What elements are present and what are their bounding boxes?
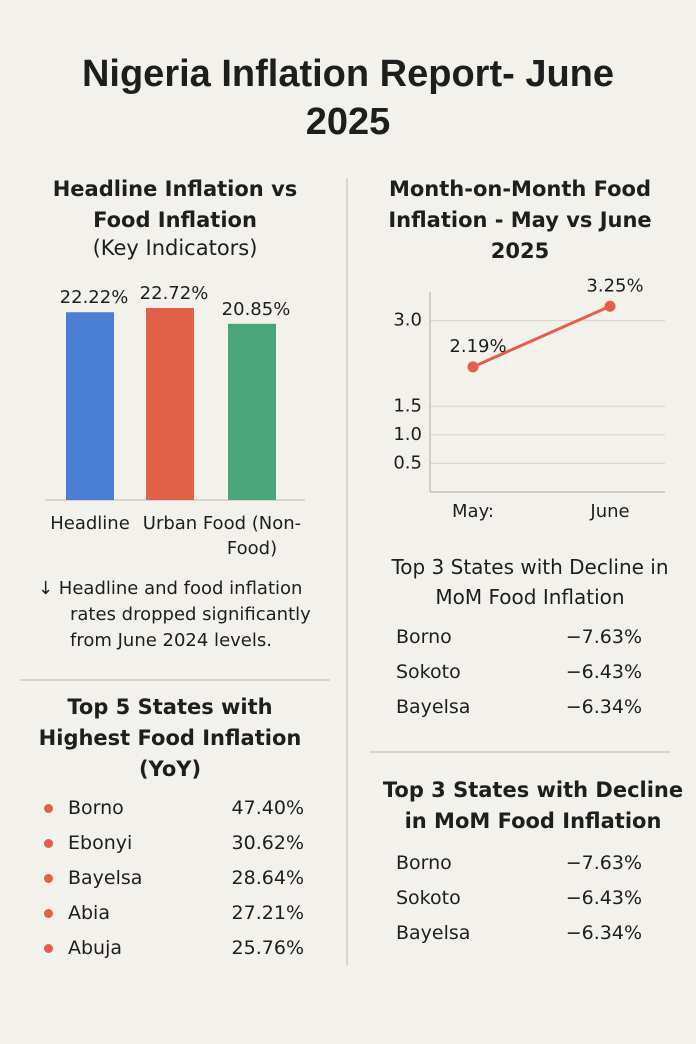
state-name: Bayelsa [396,696,471,718]
note: ↓ Headline and food inflation rates drop… [38,578,311,651]
chart-subtitle: (Key Indicators) [92,236,258,260]
state-name: Bayelsa [68,867,143,889]
state-value: 30.62% [231,832,304,854]
state-name: Abia [68,902,110,924]
bullet [44,874,53,883]
bar [66,312,114,500]
state-value: −7.63% [565,626,642,648]
state-name: Sokoto [396,661,461,683]
chart-title: Headline Inflation vs Food Inflation [52,177,298,232]
state-name: Borno [396,852,452,874]
state-value: −7.63% [565,852,642,874]
bar [228,323,276,500]
list-title: Top 3 States with Decline in MoM Food In… [382,778,684,833]
state-value: 47.40% [231,797,304,819]
bullet [44,944,53,953]
y-tick-label: 1.0 [393,424,422,445]
bar [146,308,194,500]
y-tick-label: 1.5 [393,395,422,416]
state-value: −6.34% [565,922,642,944]
x-tick-label: Headline [50,513,130,534]
state-value: 25.76% [231,937,304,959]
state-value: 28.64% [231,867,304,889]
state-name: Borno [68,797,124,819]
y-tick-label: 3.0 [393,310,422,331]
state-name: Sokoto [396,887,461,909]
value-label: 22.22% [60,287,129,308]
list-title: Top 3 States with Decline in MoM Food In… [391,555,669,609]
x-tick-label: June [589,501,629,522]
state-name: Abuja [68,937,123,959]
x-tick-label: Food (Non-Food) [202,513,302,559]
bullet [44,839,53,848]
chart-title: Month-on-Month Food Inflation - May vs J… [388,177,652,263]
value-label: 2.19% [449,336,506,357]
value-label: 20.85% [222,299,291,320]
page-title: Nigeria Inflation Report- June 2025 [81,53,615,143]
state-name: Bayelsa [396,922,471,944]
bullet [44,804,53,813]
point [467,361,479,373]
x-tick-label: May: [452,501,494,522]
value-label: 3.25% [586,275,643,296]
bullet [44,909,53,918]
state-name: Borno [396,626,452,648]
point [604,300,616,312]
state-value: −6.43% [565,661,642,683]
line [472,304,611,369]
state-name: Ebonyi [68,832,133,854]
list-title: Top 5 States with Highest Food Inflation… [38,695,302,781]
y-tick-label: 0.5 [393,452,422,473]
state-value: 27.21% [231,902,304,924]
state-value: −6.43% [565,887,642,909]
x-tick-label: Urban [142,513,198,534]
value-label: 22.72% [140,283,209,304]
state-value: −6.34% [565,696,642,718]
